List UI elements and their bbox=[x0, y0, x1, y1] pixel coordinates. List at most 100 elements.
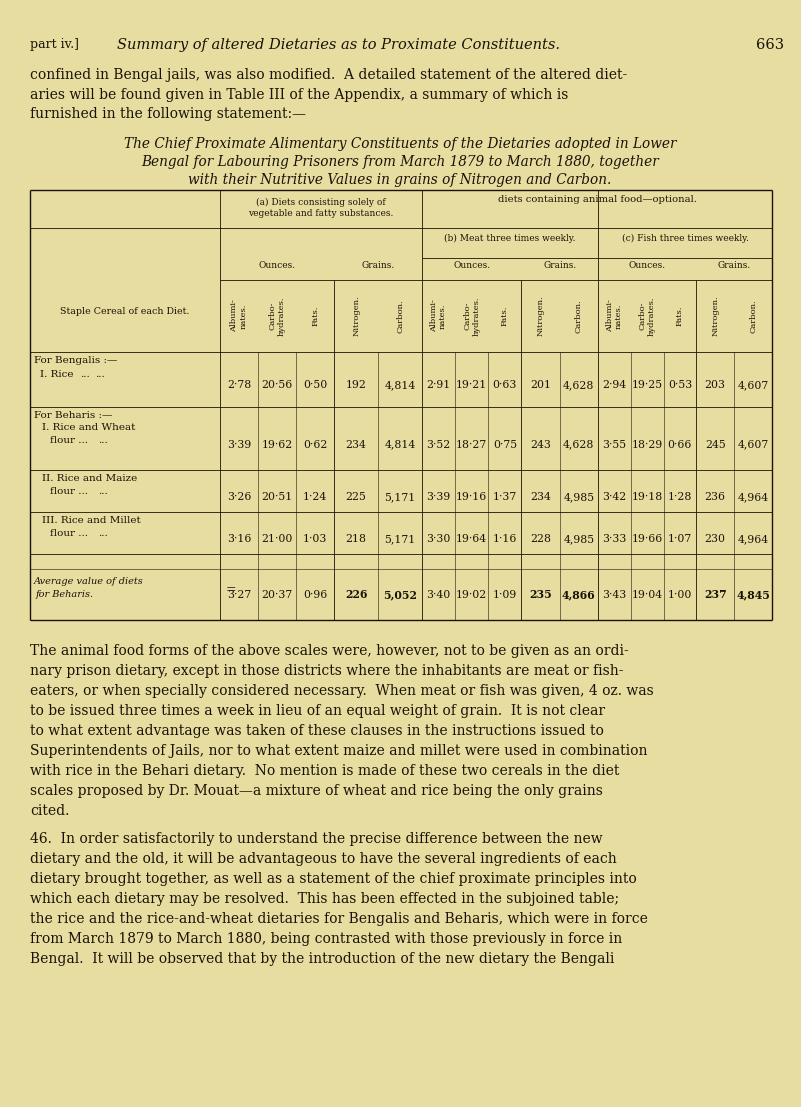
Text: 237: 237 bbox=[704, 589, 727, 600]
Text: 228: 228 bbox=[530, 534, 551, 544]
Text: Carbon.: Carbon. bbox=[396, 299, 404, 333]
Text: 18·29: 18·29 bbox=[631, 439, 662, 449]
Text: 225: 225 bbox=[346, 492, 367, 501]
Text: ...: ... bbox=[98, 436, 108, 445]
Text: diets containing animal food—optional.: diets containing animal food—optional. bbox=[497, 195, 696, 204]
Text: furnished in the following statement:—: furnished in the following statement:— bbox=[30, 107, 306, 121]
Text: 19·21: 19·21 bbox=[456, 381, 487, 391]
Text: 19·66: 19·66 bbox=[631, 534, 662, 544]
Text: =: = bbox=[226, 583, 236, 596]
Text: 3·16: 3·16 bbox=[227, 534, 252, 544]
Text: 19·16: 19·16 bbox=[456, 492, 487, 501]
Text: Fats.: Fats. bbox=[501, 306, 509, 327]
Text: which each dietary may be resolved.  This has been effected in the subjoined tab: which each dietary may be resolved. This… bbox=[30, 892, 619, 906]
Text: ...: ... bbox=[98, 487, 108, 496]
Text: Carbo-
hydrates.: Carbo- hydrates. bbox=[638, 297, 656, 335]
Text: 3·52: 3·52 bbox=[426, 439, 451, 449]
Text: 235: 235 bbox=[529, 589, 552, 600]
Text: For Bengalis :—: For Bengalis :— bbox=[34, 356, 118, 365]
Text: 2·78: 2·78 bbox=[227, 381, 252, 391]
Text: Grains.: Grains. bbox=[543, 261, 577, 270]
Text: 1·03: 1·03 bbox=[303, 534, 328, 544]
Text: 19·64: 19·64 bbox=[456, 534, 487, 544]
Text: (a) Diets consisting solely of: (a) Diets consisting solely of bbox=[256, 198, 386, 207]
Text: aries will be found given in Table III of the Appendix, a summary of which is: aries will be found given in Table III o… bbox=[30, 87, 569, 102]
Text: flour ...: flour ... bbox=[50, 436, 88, 445]
Text: 5,171: 5,171 bbox=[384, 492, 416, 501]
Text: to what extent advantage was taken of these clauses in the instructions issued t: to what extent advantage was taken of th… bbox=[30, 724, 604, 738]
Text: 3·27: 3·27 bbox=[227, 590, 252, 600]
Text: 21·00: 21·00 bbox=[261, 534, 292, 544]
Text: 5,171: 5,171 bbox=[384, 534, 416, 544]
Text: 218: 218 bbox=[345, 534, 367, 544]
Text: 243: 243 bbox=[530, 439, 551, 449]
Text: 4,814: 4,814 bbox=[384, 381, 416, 391]
Text: (b) Meat three times weekly.: (b) Meat three times weekly. bbox=[445, 234, 576, 244]
Text: 4,985: 4,985 bbox=[563, 492, 594, 501]
Text: for Beharis.: for Beharis. bbox=[36, 590, 95, 599]
Text: Nitrogen.: Nitrogen. bbox=[537, 296, 545, 337]
Text: 5,052: 5,052 bbox=[383, 589, 417, 600]
Text: 46.  In order satisfactorily to understand the precise difference between the ne: 46. In order satisfactorily to understan… bbox=[30, 832, 602, 846]
Text: 234: 234 bbox=[530, 492, 551, 501]
Text: Ounces.: Ounces. bbox=[629, 261, 666, 270]
Text: 236: 236 bbox=[705, 492, 726, 501]
Text: dietary brought together, as well as a statement of the chief proximate principl: dietary brought together, as well as a s… bbox=[30, 872, 637, 886]
Text: 3·42: 3·42 bbox=[602, 492, 626, 501]
Text: 3·30: 3·30 bbox=[426, 534, 451, 544]
Text: Albumi-
nates.: Albumi- nates. bbox=[430, 300, 447, 332]
Text: 0·96: 0·96 bbox=[303, 590, 328, 600]
Text: For Beharis :—: For Beharis :— bbox=[34, 411, 112, 420]
Text: 19·25: 19·25 bbox=[632, 381, 662, 391]
Text: 0·75: 0·75 bbox=[493, 439, 517, 449]
Text: 3·40: 3·40 bbox=[426, 590, 451, 600]
Text: 4,607: 4,607 bbox=[738, 439, 769, 449]
Text: 0·62: 0·62 bbox=[303, 439, 328, 449]
Text: confined in Bengal jails, was also modified.  A detailed statement of the altere: confined in Bengal jails, was also modif… bbox=[30, 68, 627, 82]
Text: 0·63: 0·63 bbox=[493, 381, 517, 391]
Text: Superintendents of Jails, nor to what extent maize and millet were used in combi: Superintendents of Jails, nor to what ex… bbox=[30, 744, 647, 758]
Text: from March 1879 to March 1880, being contrasted with those previously in force i: from March 1879 to March 1880, being con… bbox=[30, 932, 622, 946]
Text: eaters, or when specially considered necessary.  When meat or fish was given, 4 : eaters, or when specially considered nec… bbox=[30, 684, 654, 699]
Text: 2·91: 2·91 bbox=[426, 381, 451, 391]
Text: 3·33: 3·33 bbox=[602, 534, 626, 544]
Text: (c) Fish three times weekly.: (c) Fish three times weekly. bbox=[622, 234, 748, 244]
Text: Bengal for Labouring Prisoners from March 1879 to March 1880, together: Bengal for Labouring Prisoners from Marc… bbox=[141, 155, 659, 169]
Text: 4,985: 4,985 bbox=[563, 534, 594, 544]
Text: 245: 245 bbox=[705, 439, 726, 449]
Text: the rice and the rice-and-wheat dietaries for Bengalis and Beharis, which were i: the rice and the rice-and-wheat dietarie… bbox=[30, 912, 648, 925]
Text: 3·55: 3·55 bbox=[602, 439, 626, 449]
Text: Carbon.: Carbon. bbox=[749, 299, 757, 333]
Text: 1·28: 1·28 bbox=[668, 492, 692, 501]
Text: Average value of diets: Average value of diets bbox=[34, 577, 143, 586]
Text: 3·39: 3·39 bbox=[426, 492, 451, 501]
Text: 19·62: 19·62 bbox=[261, 439, 292, 449]
Text: Staple Cereal of each Diet.: Staple Cereal of each Diet. bbox=[60, 307, 190, 315]
Text: Nitrogen.: Nitrogen. bbox=[711, 296, 719, 337]
Text: Fats.: Fats. bbox=[311, 306, 319, 327]
Text: nary prison dietary, except in those districts where the inhabitants are meat or: nary prison dietary, except in those dis… bbox=[30, 664, 623, 677]
Text: Albumi-
nates.: Albumi- nates. bbox=[231, 300, 248, 332]
Text: ...: ... bbox=[80, 370, 90, 379]
Text: ...: ... bbox=[95, 370, 105, 379]
Text: 1·24: 1·24 bbox=[303, 492, 328, 501]
Text: Fats.: Fats. bbox=[676, 306, 684, 327]
Text: vegetable and fatty substances.: vegetable and fatty substances. bbox=[248, 209, 393, 218]
Text: 4,964: 4,964 bbox=[738, 534, 769, 544]
Text: 201: 201 bbox=[530, 381, 551, 391]
Text: cited.: cited. bbox=[30, 804, 70, 818]
Text: The animal food forms of the above scales were, however, not to be given as an o: The animal food forms of the above scale… bbox=[30, 644, 629, 658]
Text: III. Rice and Millet: III. Rice and Millet bbox=[42, 516, 141, 525]
Text: 1·16: 1·16 bbox=[493, 534, 517, 544]
Text: 1·09: 1·09 bbox=[493, 590, 517, 600]
Text: 1·37: 1·37 bbox=[493, 492, 517, 501]
Text: Summary of altered Dietaries as to Proximate Constituents.: Summary of altered Dietaries as to Proxi… bbox=[117, 38, 560, 52]
Text: 230: 230 bbox=[705, 534, 726, 544]
Text: 0·66: 0·66 bbox=[668, 439, 692, 449]
Text: 234: 234 bbox=[346, 439, 367, 449]
Text: flour ...: flour ... bbox=[50, 487, 88, 496]
Text: 18·27: 18·27 bbox=[456, 439, 487, 449]
Text: 1·07: 1·07 bbox=[668, 534, 692, 544]
Text: 1·00: 1·00 bbox=[668, 590, 692, 600]
Text: 4,628: 4,628 bbox=[563, 381, 594, 391]
